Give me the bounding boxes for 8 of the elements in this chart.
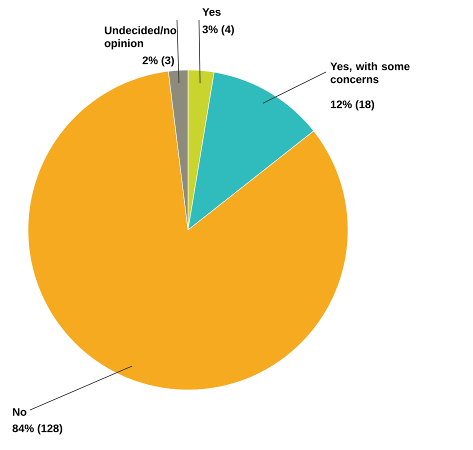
data-label: 84% (128) bbox=[12, 424, 62, 434]
slice-label: Undecided/no opinion bbox=[104, 26, 176, 50]
data-label: 3% (4) bbox=[202, 25, 234, 36]
data-label: 2% (3) bbox=[142, 56, 174, 66]
data-label: 12% (18) bbox=[330, 100, 374, 110]
slice-label: Yes, with some concerns bbox=[330, 62, 410, 84]
slice-label: Yes bbox=[202, 8, 221, 16]
slice-label: No bbox=[12, 408, 26, 416]
